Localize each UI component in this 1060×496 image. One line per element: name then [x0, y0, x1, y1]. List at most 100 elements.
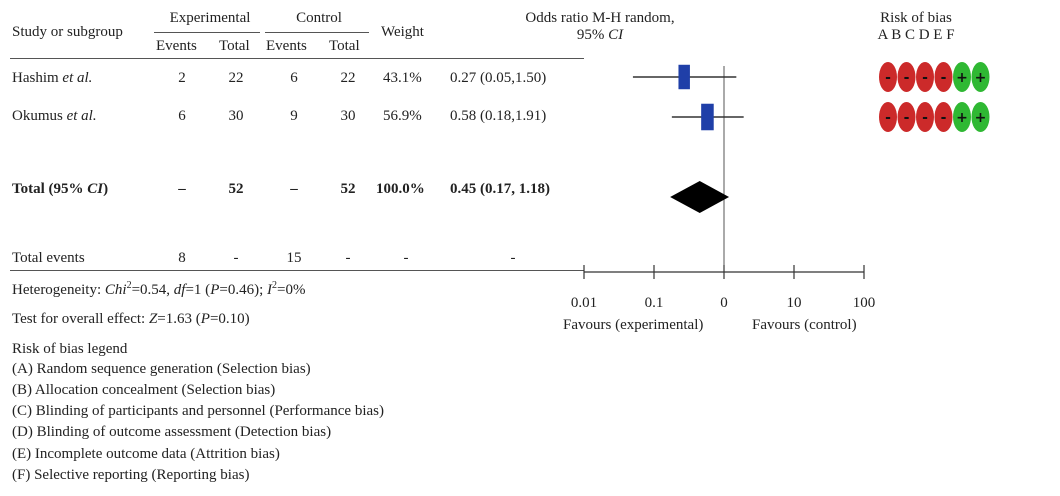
weight: 43.1% [383, 70, 422, 86]
high-risk-marker [916, 102, 934, 132]
study-effect-box [678, 64, 690, 90]
het-i: I [266, 282, 272, 298]
high-risk-marker [897, 62, 916, 92]
het-df: df [173, 282, 186, 298]
study-name-text: Okumus [12, 108, 63, 124]
het-part3: =0.46); [219, 282, 267, 298]
low-risk-marker [953, 62, 971, 92]
high-risk-marker [934, 62, 953, 92]
ctrl-events: 6 [290, 70, 298, 86]
header-experimental: Experimental [169, 10, 251, 26]
risk-symbol: - [904, 110, 910, 126]
header-rob-letters: A B C D E F [877, 27, 955, 43]
header-exp-events: Events [156, 38, 197, 54]
risk-symbol: - [885, 70, 891, 86]
legend-item: (F) Selective reporting (Reporting bias) [12, 467, 250, 483]
low-risk-marker [953, 102, 971, 132]
exp-total: 30 [228, 108, 244, 124]
total-events-exp-total: - [233, 250, 239, 266]
risk-symbol: + [956, 70, 968, 86]
ctrl-total: 22 [340, 70, 356, 86]
ctrl-total: 30 [340, 108, 356, 124]
high-risk-marker [897, 102, 916, 132]
x-tick-label: 0.01 [571, 295, 597, 311]
study-name: Hashim et al. [12, 70, 92, 87]
x-tick-label: 0.1 [645, 295, 664, 311]
oe-part2: =0.10) [209, 311, 250, 327]
oe-z: Z [148, 311, 158, 327]
risk-symbol: + [956, 110, 968, 126]
total-label-prefix: Total (95% [12, 181, 88, 197]
exp-events: 6 [178, 108, 186, 124]
high-risk-marker [879, 62, 897, 92]
study-name-text: Hashim [12, 70, 59, 86]
total-label-suffix: ) [103, 181, 109, 197]
header-ctrl-events: Events [266, 38, 307, 54]
total-label: Total (95% CI) [12, 181, 108, 198]
risk-symbol: + [975, 70, 987, 86]
het-part2: =1 ( [185, 282, 211, 298]
favours-control: Favours (control) [752, 317, 857, 333]
total-events-ctrl: 15 [286, 250, 302, 266]
oe-p: P [200, 311, 210, 327]
study-effect-box [701, 103, 714, 131]
study-name: Okumus et al. [12, 108, 97, 125]
total-label-ci: CI [87, 181, 104, 197]
total-events-or: - [510, 250, 516, 266]
risk-symbol: - [904, 70, 910, 86]
header-ctrl-total: Total [329, 38, 360, 54]
header-or-title-line1: Odds ratio M-H random, [525, 10, 675, 26]
het-p: P [210, 282, 220, 298]
risk-symbol: - [941, 70, 947, 86]
risk-symbol: + [975, 110, 987, 126]
high-risk-marker [879, 102, 897, 132]
total-events-exp: 8 [178, 250, 186, 266]
het-chi-sup: 2 [126, 280, 132, 291]
exp-total: 22 [228, 70, 244, 86]
total-exp-total: 52 [228, 181, 244, 197]
header-control: Control [296, 10, 342, 26]
table-bottom-rule [10, 270, 584, 271]
risk-symbol: - [941, 110, 947, 126]
header-weight: Weight [381, 24, 424, 40]
overall-effect-line: Test for overall effect: Z=1.63 (P=0.10) [12, 311, 250, 328]
total-exp-events: – [178, 181, 186, 197]
risk-symbol: - [922, 110, 928, 126]
legend-item: (D) Blinding of outcome assessment (Dete… [12, 424, 332, 440]
risk-symbol: - [885, 110, 891, 126]
het-part4: =0% [276, 282, 306, 298]
total-ctrl-total: 52 [340, 181, 356, 197]
legend-item: (C) Blinding of participants and personn… [12, 403, 384, 419]
legend-title: Risk of bias legend [12, 341, 128, 357]
header-or-title-ci: CI [608, 27, 624, 43]
header-or-title: Odds ratio M-H random, 95% CI [480, 10, 720, 44]
high-risk-marker [916, 62, 934, 92]
x-tick-label: 0 [720, 295, 728, 311]
or-text: 0.58 (0.18,1.91) [450, 108, 547, 124]
total-events-label: Total events [12, 250, 85, 266]
legend-item: (E) Incomplete outcome data (Attrition b… [12, 446, 280, 462]
or-text: 0.27 (0.05,1.50) [450, 70, 547, 86]
favours-experimental: Favours (experimental) [563, 317, 704, 333]
heterogeneity-line: Heterogeneity: Chi2=0.54, df=1 (P=0.46);… [12, 280, 305, 299]
risk-symbol: - [922, 70, 928, 86]
het-part1: =0.54, [131, 282, 174, 298]
header-or-title-line2: 95% CI [480, 27, 720, 44]
het-chi: Chi [104, 282, 127, 298]
header-bottom-rule [10, 58, 584, 59]
oe-prefix: Test for overall effect: [12, 311, 149, 327]
het-prefix: Heterogeneity: [12, 282, 105, 298]
header-experimental-underline [154, 32, 260, 33]
weight: 56.9% [383, 108, 422, 124]
low-risk-marker [971, 62, 990, 92]
header-rob-title: Risk of bias A B C D E F [846, 10, 986, 44]
header-control-underline [265, 32, 369, 33]
total-ctrl-events: – [290, 181, 298, 197]
header-or-title-95: 95% [576, 27, 609, 43]
het-i-sup: 2 [271, 280, 277, 291]
header-exp-total: Total [219, 38, 250, 54]
total-events-ctrl-total: - [345, 250, 351, 266]
study-name-etal: et al. [66, 108, 97, 124]
oe-part1: =1.63 ( [157, 311, 201, 327]
